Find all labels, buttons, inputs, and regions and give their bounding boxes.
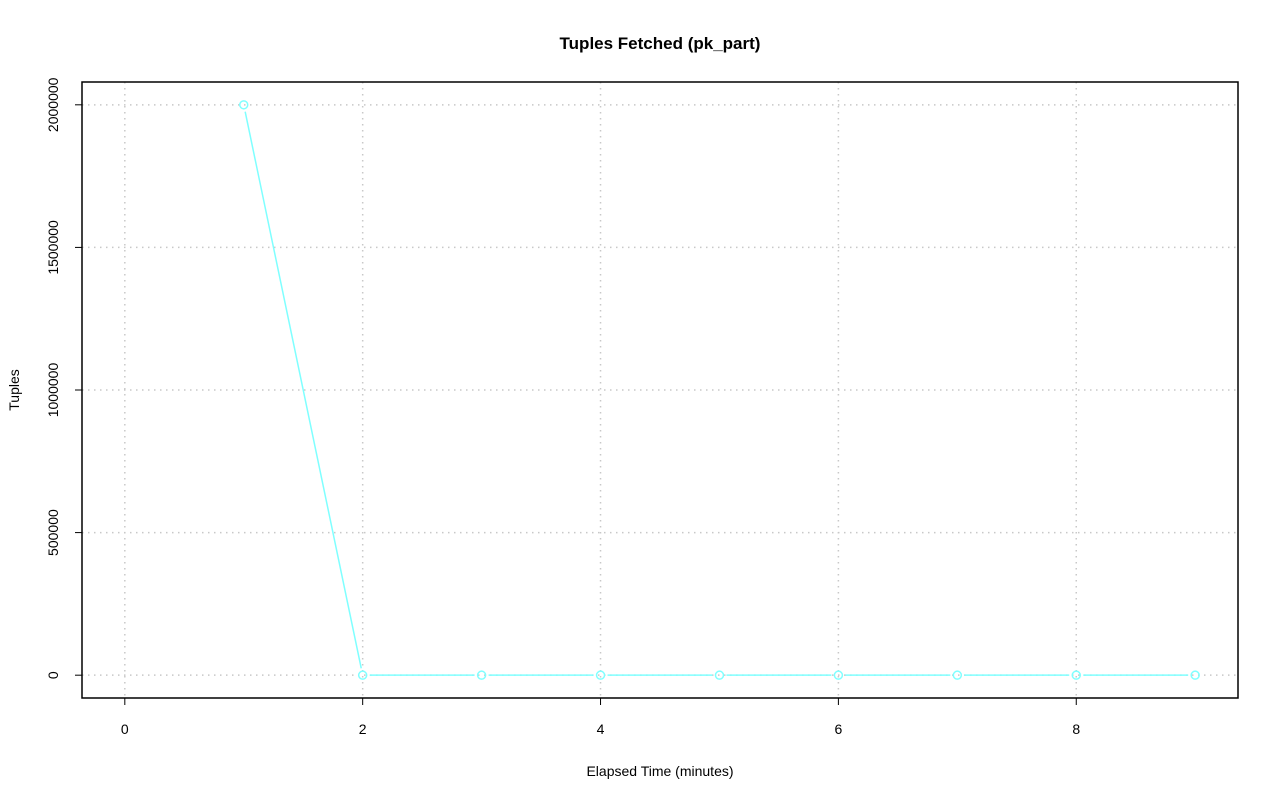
- y-tick-label: 500000: [45, 509, 61, 556]
- data-point: [595, 670, 606, 680]
- data-point: [714, 670, 725, 680]
- x-tick-label: 4: [597, 721, 605, 737]
- data-point: [238, 100, 249, 110]
- y-axis-label: Tuples: [6, 369, 22, 411]
- y-tick-label: 0: [45, 671, 61, 679]
- chart-title: Tuples Fetched (pk_part): [560, 34, 761, 53]
- plot-frame: [81, 81, 1239, 699]
- data-point: [357, 670, 368, 680]
- y-tick-label: 2000000: [45, 77, 61, 132]
- series: [238, 100, 1200, 680]
- data-point: [1190, 670, 1200, 680]
- y-axis: 0 500000 1000000 1500000 2000000: [45, 77, 83, 679]
- x-tick-label: 2: [359, 721, 367, 737]
- x-tick-label: 6: [834, 721, 842, 737]
- series-line-segment: [244, 111, 362, 669]
- x-axis: 0 2 4 6 8: [121, 697, 1080, 737]
- grid: [82, 82, 1238, 698]
- y-tick-label: 1000000: [45, 363, 61, 418]
- x-tick-label: 0: [121, 721, 129, 737]
- data-point: [476, 670, 487, 680]
- data-point: [833, 670, 844, 680]
- data-point: [952, 670, 963, 680]
- x-axis-label: Elapsed Time (minutes): [586, 763, 733, 779]
- data-point: [1071, 670, 1082, 680]
- x-tick-label: 8: [1072, 721, 1080, 737]
- y-tick-label: 1500000: [45, 220, 61, 275]
